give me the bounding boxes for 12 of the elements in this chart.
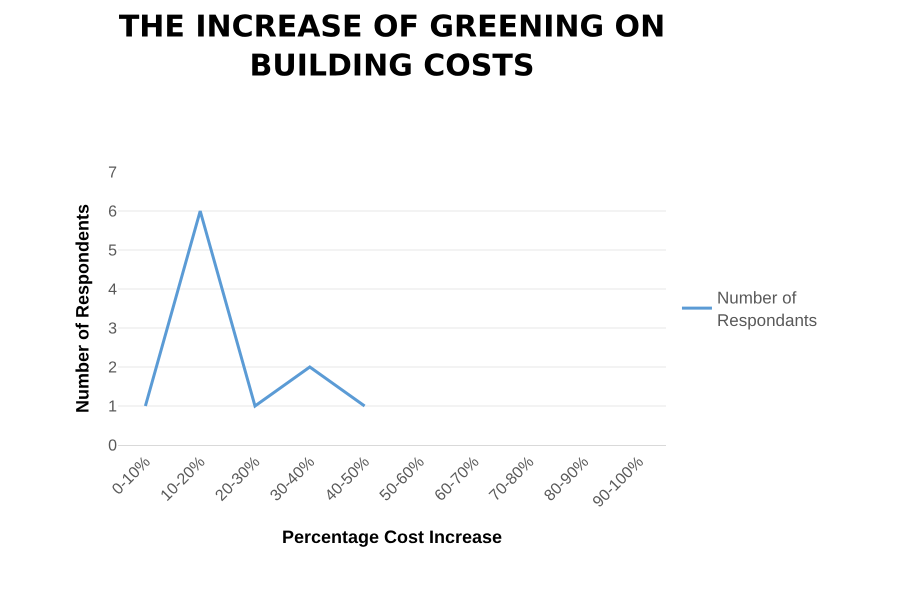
y-tick-label: 2 xyxy=(108,360,118,377)
y-tick-label: 0 xyxy=(108,438,118,455)
chart-title: THE INCREASE OF GREENING ON BUILDING COSTS xyxy=(118,10,666,84)
y-tick-label: 3 xyxy=(108,320,118,338)
legend-label: Number of Respondants xyxy=(716,288,818,330)
y-axis-title: Number of Respondents xyxy=(72,204,92,414)
x-axis-title: Percentage Cost Increase xyxy=(282,527,502,548)
y-tick-label: 7 xyxy=(108,164,118,182)
y-tick-label: 4 xyxy=(108,282,118,299)
y-tick-label: 5 xyxy=(108,242,118,260)
y-tick-label: 6 xyxy=(108,204,118,221)
y-tick-label: 1 xyxy=(108,398,118,416)
